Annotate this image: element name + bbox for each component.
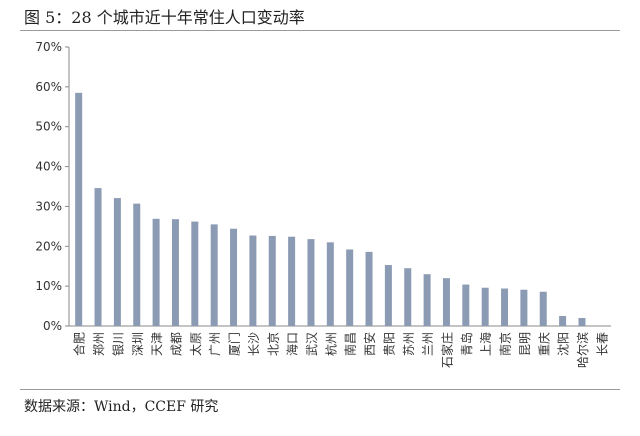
x-category-label: 兰州 xyxy=(421,332,435,356)
bar-7 xyxy=(210,224,218,326)
bar-15 xyxy=(365,251,373,326)
bar-19 xyxy=(442,278,450,326)
x-category-label: 杭州 xyxy=(323,332,338,356)
bar-24 xyxy=(539,291,547,326)
x-category-label: 郑州 xyxy=(91,332,106,356)
bar-5 xyxy=(171,219,179,326)
bar-2 xyxy=(113,198,121,326)
x-category-label: 石家庄 xyxy=(439,332,454,368)
bar-12 xyxy=(307,239,315,326)
x-category-label: 青岛 xyxy=(459,332,474,356)
y-tick-label: 20% xyxy=(35,239,62,253)
bar-17 xyxy=(404,268,412,326)
x-category-label: 北京 xyxy=(266,332,280,356)
x-category-label: 太原 xyxy=(188,332,203,356)
x-category-label: 贵阳 xyxy=(382,332,396,356)
bar-0 xyxy=(75,92,83,326)
bar-10 xyxy=(268,235,276,326)
x-category-label: 苏州 xyxy=(402,332,416,356)
bar-13 xyxy=(326,242,334,326)
figure-title: 图 5：28 个城市近十年常住人口变动率 xyxy=(24,8,305,27)
bar-26 xyxy=(578,318,586,326)
x-category-label: 厦门 xyxy=(227,332,242,356)
x-category-label: 南昌 xyxy=(343,332,358,356)
x-category-label: 天津 xyxy=(150,332,164,356)
x-category-label: 合肥 xyxy=(72,332,87,356)
x-category-label: 武汉 xyxy=(305,332,319,356)
y-tick-label: 60% xyxy=(35,80,62,94)
bar-8 xyxy=(230,228,238,326)
x-category-label: 西安 xyxy=(362,332,377,356)
bar-1 xyxy=(94,188,102,326)
x-category-label: 长春 xyxy=(595,332,609,356)
x-category-label: 重庆 xyxy=(537,332,551,356)
x-category-label: 长沙 xyxy=(247,332,261,356)
bar-25 xyxy=(559,316,567,326)
x-category-label: 广州 xyxy=(208,332,222,356)
bar-18 xyxy=(423,274,431,326)
y-tick-label: 0% xyxy=(43,319,62,333)
bar-16 xyxy=(384,265,392,326)
bar-20 xyxy=(462,284,470,326)
bar-21 xyxy=(481,287,489,326)
bar-22 xyxy=(501,288,509,326)
x-category-label: 成都 xyxy=(169,332,183,356)
x-category-label: 上海 xyxy=(478,332,493,356)
bottom-rule xyxy=(20,389,620,390)
x-category-label: 深圳 xyxy=(131,332,145,356)
x-category-label: 海口 xyxy=(285,332,300,356)
top-rule xyxy=(20,30,620,31)
y-tick-label: 40% xyxy=(35,160,62,174)
y-tick-label: 50% xyxy=(35,120,62,134)
x-category-label: 沈阳 xyxy=(556,332,571,356)
y-tick-label: 10% xyxy=(35,279,62,293)
bar-23 xyxy=(520,289,528,326)
x-category-label: 昆明 xyxy=(518,332,532,356)
bar-11 xyxy=(288,236,296,326)
x-category-label: 银川 xyxy=(111,332,125,356)
x-category-label: 哈尔滨 xyxy=(575,332,590,368)
bar-9 xyxy=(249,235,257,326)
bar-6 xyxy=(191,221,199,326)
bar-3 xyxy=(133,203,141,326)
y-tick-label: 70% xyxy=(35,40,62,54)
bar-4 xyxy=(152,218,160,326)
x-axis-labels: 合肥 郑州 银川 深圳 天津 成都 太原 广州 厦门 长沙 北京 海口 武汉 杭州 南昌 西安 贵阳 苏州 兰州 石家… xyxy=(72,332,610,368)
y-tick-label: 30% xyxy=(35,199,62,213)
bar-14 xyxy=(346,249,354,326)
y-axis: 0% 10% 20% 30% 40% 50% 60% 70% xyxy=(35,40,611,333)
source-note: 数据来源：Wind，CCEF 研究 xyxy=(24,399,219,415)
x-category-label: 南京 xyxy=(498,332,513,356)
bars xyxy=(75,92,586,326)
